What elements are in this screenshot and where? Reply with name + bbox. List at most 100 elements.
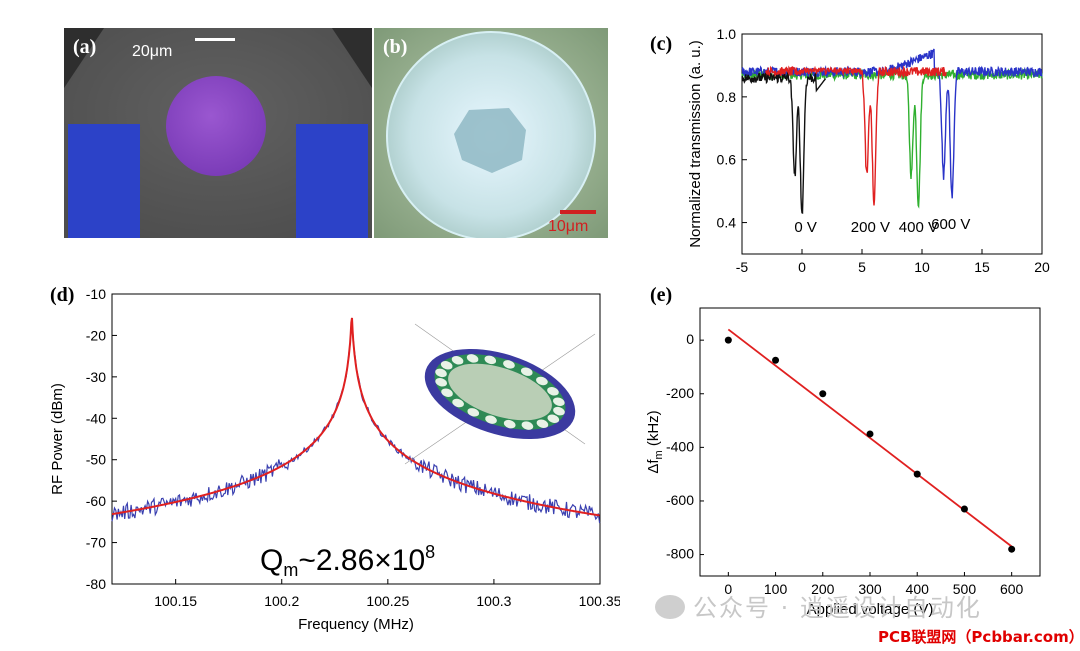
panel-b-image — [374, 28, 608, 238]
x-tick-label: 200 — [811, 581, 835, 597]
inset-lobe — [435, 378, 447, 387]
series-200v — [765, 65, 947, 206]
inset-lobe — [466, 354, 479, 363]
chart-c: -5 0 5 10 15 20 0.4 0.6 0.8 1.0 Normalized transmi… — [687, 26, 1050, 275]
x-tick-label: 5 — [858, 259, 866, 275]
x-tick-label: 500 — [953, 581, 977, 597]
electrode-right — [296, 124, 368, 238]
scale-bar-b-label: 10μm — [548, 218, 589, 235]
inset-lobe — [520, 367, 533, 376]
panel-a-label: (a) — [73, 36, 97, 58]
x-tick-label: 0 — [798, 259, 806, 275]
y-tick-label: -60 — [86, 493, 106, 509]
panel-a-image — [64, 28, 372, 238]
inset-lobe — [553, 397, 565, 406]
x-tick-label: -5 — [736, 259, 749, 275]
y-tick-label: -40 — [86, 410, 106, 426]
y-tick-label: -10 — [86, 286, 106, 302]
series-0v — [741, 71, 827, 215]
inset-lobe — [485, 415, 497, 424]
x-tick-label: 100 — [764, 581, 788, 597]
inset-lobe — [536, 419, 549, 428]
data-point — [960, 505, 968, 513]
x-axis-label: Frequency (MHz) — [298, 616, 414, 633]
inset-lobe — [503, 419, 516, 429]
series-label-3: 600 V — [931, 216, 970, 233]
chart-e: 0 100 200 300 400 500 600 0 -200 -400 -600 -800 Appl… — [645, 307, 1041, 618]
y-tick-label: -80 — [86, 576, 106, 592]
watermark-text: 公众号 · 逍遥设计自动化 — [693, 594, 982, 622]
inset-lobe — [441, 388, 453, 397]
inset-lobe — [503, 360, 515, 369]
x-tick-label: 15 — [974, 259, 990, 275]
data-point — [819, 390, 827, 398]
y-tick-label: -400 — [666, 438, 694, 454]
y-tick-label: -50 — [86, 452, 106, 468]
inset-lobe — [451, 356, 464, 365]
chart-d: 100.15 100.2 100.25 100.3 100.35 -10 -20 -30 -40… — [49, 286, 620, 633]
inset-lobe — [547, 387, 559, 396]
y-tick-label: 0.4 — [717, 215, 737, 231]
inset-lobe — [547, 414, 560, 423]
plot-frame — [111, 293, 601, 585]
wechat-icon — [655, 595, 685, 619]
x-tick-label: 100.3 — [476, 593, 511, 609]
y-tick-label: -20 — [86, 327, 106, 343]
x-tick-label: 100.25 — [366, 593, 409, 609]
y-tick-label: 0.8 — [717, 89, 737, 105]
data-point — [866, 430, 874, 438]
y-tick-label: -600 — [666, 492, 694, 508]
data-point — [913, 470, 921, 478]
x-tick-label: 0 — [724, 581, 732, 597]
y-tick-label: -70 — [86, 535, 106, 551]
plot-frame — [699, 307, 1041, 577]
y-tick-label: -30 — [86, 369, 106, 385]
series-400v — [741, 67, 1043, 209]
electrode-left — [68, 124, 140, 238]
inset-mode-shape — [404, 323, 596, 465]
x-tick-label: 400 — [906, 581, 930, 597]
data-point — [724, 336, 732, 344]
series-label-2: 400 V — [899, 219, 938, 236]
fit-line — [727, 328, 1013, 548]
credit-text: PCB联盟网（Pcbbar.com） — [878, 628, 1080, 646]
series-label-1: 200 V — [851, 219, 890, 236]
panel-b-label: (b) — [383, 36, 408, 58]
x-tick-label: 100.35 — [579, 593, 620, 609]
inset-lobe — [484, 355, 497, 365]
x-tick-label: 20 — [1034, 259, 1050, 275]
inset-disk — [448, 363, 552, 421]
inset-lobe — [521, 421, 534, 430]
y-tick-label: 1.0 — [717, 26, 737, 42]
data-point — [772, 356, 780, 364]
x-tick-label: 100.15 — [154, 593, 197, 609]
panel-d-label: (d) — [50, 284, 75, 306]
series-label-0: 0 V — [794, 219, 817, 236]
y-tick-label: 0.6 — [717, 152, 737, 168]
scale-bar-a-label: 20μm — [132, 43, 173, 60]
data-point — [1008, 545, 1016, 553]
inset-lobe — [536, 376, 548, 386]
inset-lobe — [440, 361, 453, 370]
y-axis-label: Δfm (kHz) — [645, 410, 665, 473]
x-tick-label: 600 — [1000, 581, 1024, 597]
x-axis-label: Applied voltage (V) — [807, 601, 934, 618]
y-tick-label: -200 — [666, 385, 694, 401]
microdisk — [166, 76, 266, 176]
y-tick-label: -800 — [666, 546, 694, 562]
inset-lobe — [553, 406, 565, 416]
watermark: 公众号 · 逍遥设计自动化 — [655, 588, 982, 623]
inset-lobe — [435, 368, 447, 378]
y-tick-label: 0 — [686, 331, 694, 347]
y-axis-label: RF Power (dBm) — [49, 383, 66, 495]
inset-lobe — [452, 398, 464, 408]
series-fit — [111, 317, 600, 517]
q-factor-annotation: Qm~2.86×108 — [260, 542, 435, 580]
plot-frame — [741, 33, 1043, 255]
panel-e-label: (e) — [650, 284, 673, 306]
x-tick-label: 10 — [914, 259, 930, 275]
x-tick-label: 300 — [858, 581, 882, 597]
inset-lobe — [467, 408, 480, 417]
x-tick-label: 100.2 — [264, 593, 299, 609]
y-axis-label: Normalized transmission (a. u.) — [687, 40, 704, 248]
